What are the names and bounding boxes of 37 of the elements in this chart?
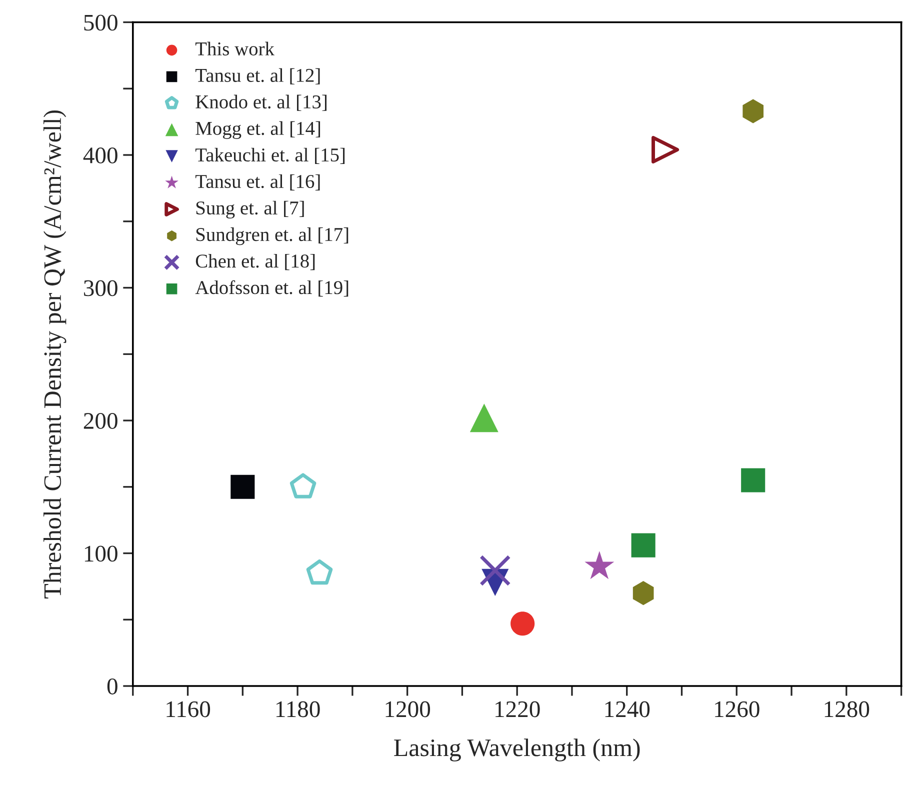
legend-label: Chen et. al [18]	[196, 254, 315, 270]
point	[306, 559, 333, 585]
legend-label: Takeuchi et. al [15]	[195, 148, 345, 164]
x-tick-label: 1160	[166, 701, 210, 718]
legend-label: Tansu et. al [12]	[195, 68, 320, 84]
y-tick-label: 500	[84, 14, 118, 31]
x-tick-label: 1220	[496, 701, 540, 718]
y-tick-label: 200	[84, 412, 118, 429]
point	[290, 473, 316, 498]
x-tick-label: 1240	[605, 701, 650, 718]
point	[470, 404, 498, 432]
x-tick-label: 1200	[386, 701, 430, 718]
point	[230, 474, 255, 499]
point	[652, 136, 680, 164]
y-tick-label: 400	[83, 147, 118, 164]
x-tick-label: 1280	[824, 701, 870, 718]
legend-label: This work	[195, 42, 274, 56]
legend-label: Adofsson et. al [19]	[195, 280, 348, 297]
y-tick-label: 300	[84, 280, 118, 296]
point	[742, 99, 764, 124]
legend-label: Knodo et. al [13]	[196, 94, 326, 111]
point	[632, 581, 654, 606]
y-tick-label: 100	[84, 546, 118, 562]
point	[480, 554, 511, 586]
point	[741, 468, 766, 492]
point	[631, 533, 656, 558]
x-axis-title: Lasing Wavelength (nm)	[394, 738, 640, 762]
x-tick-label: 1180	[276, 701, 320, 718]
point	[510, 612, 535, 636]
legend-label: Mogg et. al [14]	[196, 121, 320, 139]
y-axis-title: Threshold Current Density per QW (A/cm²/well)	[43, 110, 66, 598]
legend-label: Sundgren et. al [17]	[196, 227, 348, 246]
point	[584, 551, 614, 580]
y-tick-label: 0	[107, 678, 118, 694]
legend-label: Tansu et. al [16]	[195, 174, 320, 190]
x-tick-label: 1260	[715, 701, 760, 718]
legend-label: Sung et. al [7]	[196, 200, 304, 219]
